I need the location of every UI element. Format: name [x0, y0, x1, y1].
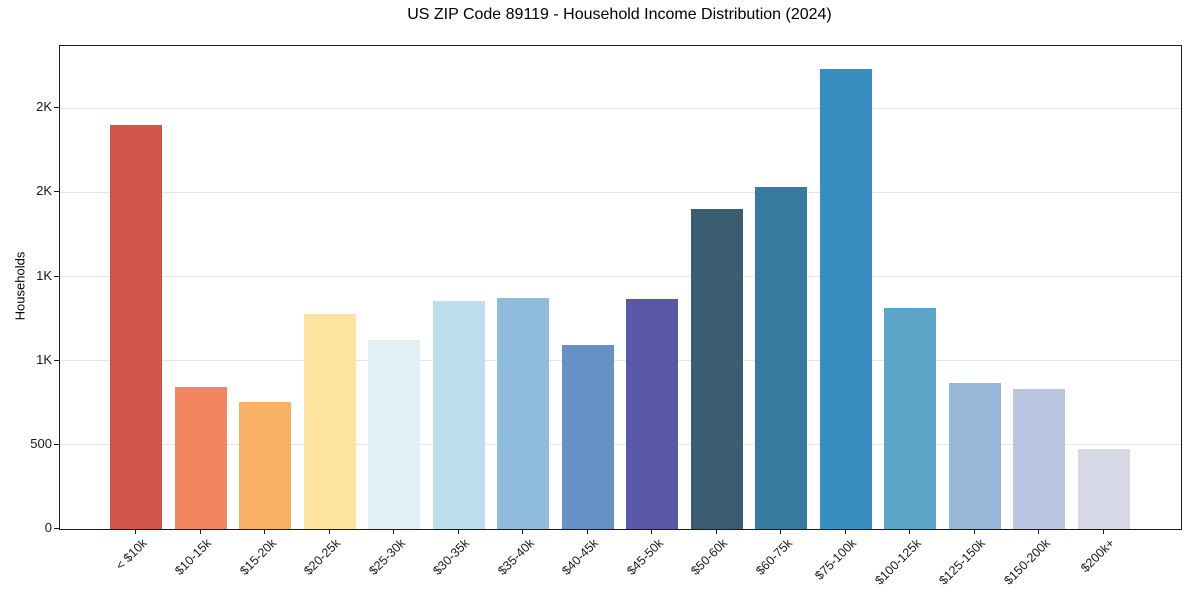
bar-15-20k — [239, 401, 291, 529]
bar-50-60k — [690, 209, 743, 529]
y-tick-label-0: 0 — [44, 520, 52, 535]
x-tick-mark-150-200k — [1038, 529, 1039, 534]
x-tick-mark-60-75k — [780, 529, 781, 534]
x-tick-mark-200k — [1102, 529, 1104, 534]
x-tick-mark-45-50k — [651, 529, 652, 534]
gridline-2500 — [60, 107, 1181, 109]
bar-10-15k — [174, 386, 227, 529]
bar-60-75k — [755, 187, 807, 529]
gridline-500 — [60, 444, 1181, 446]
bar-10k — [110, 125, 162, 529]
y-tick-label-2000: 2K — [36, 183, 52, 199]
y-tick-mark-0 — [54, 528, 59, 529]
y-axis-label: Households — [12, 251, 28, 321]
bar-75-100k — [819, 68, 872, 529]
x-tick-mark-75-100k — [844, 529, 846, 534]
bar-30-35k — [432, 300, 485, 529]
x-tick-mark-10-15k — [199, 529, 201, 534]
chart-title: US ZIP Code 89119 - Household Income Dis… — [407, 6, 832, 23]
bar-45-50k — [626, 299, 678, 529]
x-tick-mark-125-150k — [973, 529, 975, 534]
x-tick-mark-10k — [135, 529, 136, 534]
gridline-1000 — [60, 360, 1181, 362]
bar-25-30k — [368, 339, 420, 529]
y-tick-label-1000: 1K — [36, 351, 52, 367]
y-tick-mark-1500 — [54, 275, 59, 277]
bar-20-25k — [303, 313, 356, 529]
y-tick-mark-500 — [54, 443, 59, 445]
x-tick-mark-40-45k — [586, 529, 588, 534]
x-tick-mark-30-35k — [457, 529, 459, 534]
x-tick-mark-20-25k — [328, 529, 330, 534]
bar-200k — [1077, 449, 1130, 529]
y-tick-label-500: 500 — [30, 435, 52, 451]
bar-125-150k — [948, 383, 1001, 529]
x-tick-mark-50-60k — [715, 529, 717, 534]
bar-40-45k — [561, 344, 614, 529]
bar-35-40k — [497, 297, 549, 529]
bar-150-200k — [1013, 389, 1065, 529]
y-tick-mark-1000 — [54, 359, 59, 361]
gridline-1500 — [60, 276, 1181, 278]
y-tick-mark-2500 — [54, 107, 59, 109]
y-tick-label-2500: 2K — [36, 99, 52, 115]
bar-100-125k — [884, 307, 936, 529]
x-tick-mark-15-20k — [264, 529, 265, 534]
x-tick-mark-35-40k — [522, 529, 523, 534]
y-tick-label-1500: 1K — [36, 267, 52, 283]
gridline-2000 — [60, 191, 1181, 193]
plot-area — [59, 45, 1182, 530]
x-tick-mark-25-30k — [393, 529, 394, 534]
x-tick-mark-100-125k — [909, 529, 910, 534]
y-tick-mark-2000 — [54, 191, 59, 193]
